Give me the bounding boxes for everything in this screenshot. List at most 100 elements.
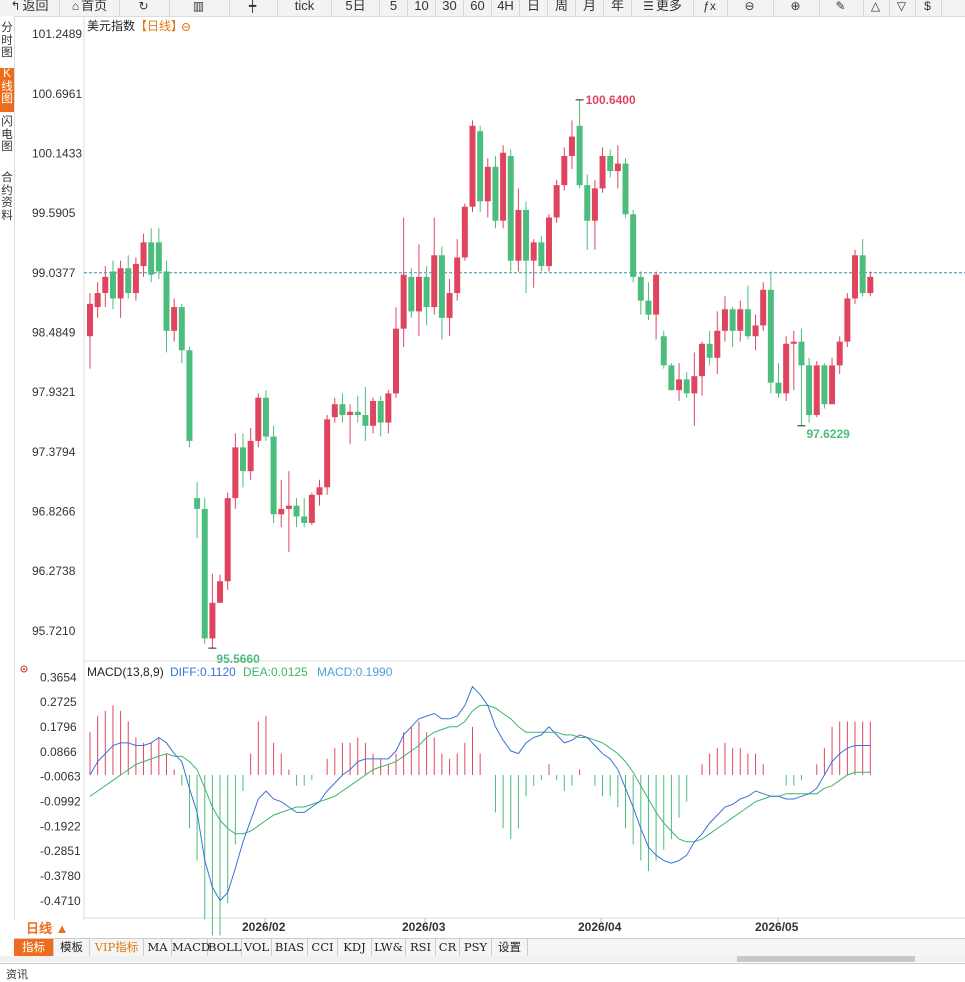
candle-body: [431, 255, 438, 308]
candle-body: [285, 505, 292, 509]
toolbar-period-12-button[interactable]: 日: [520, 0, 548, 16]
candle-body: [308, 494, 315, 523]
toolbar-function-button[interactable]: ƒx: [694, 0, 728, 16]
candle-body: [584, 185, 591, 221]
toolbar-label: 5: [389, 0, 398, 13]
indicator-tab-10[interactable]: LW&: [372, 939, 406, 956]
toolbar-menu-button[interactable]: ☰ 更多: [632, 0, 694, 16]
indicator-tab-6[interactable]: VOL: [242, 939, 272, 956]
toolbar-label: 首页: [81, 0, 108, 13]
y-tick-label: 99.5905: [32, 206, 76, 220]
candle-body: [316, 487, 323, 495]
candle-body: [385, 393, 392, 423]
indicator-tab-11[interactable]: RSI: [406, 939, 436, 956]
draw-pen-icon: ✎: [835, 0, 846, 13]
candle-body: [614, 163, 621, 172]
toolbar-refresh-button[interactable]: ↻: [120, 0, 170, 16]
y-tick-label: 97.9321: [32, 385, 76, 399]
indicator-tab-5[interactable]: BOLL: [208, 939, 242, 956]
toolbar-period-6-button[interactable]: 5日: [332, 0, 380, 16]
toolbar-zoom-in-button[interactable]: ⊕: [774, 0, 820, 16]
candle-body: [339, 404, 346, 416]
indicator-tab-7[interactable]: BIAS: [272, 939, 308, 956]
indicator-tab-4[interactable]: MACD: [172, 939, 211, 956]
scroll-thumb[interactable]: [737, 956, 915, 962]
sidebar-tab-2[interactable]: 闪电图: [1, 116, 13, 153]
candle-body: [293, 505, 300, 517]
macd-y-tick-label: -0.0992: [40, 794, 81, 808]
toolbar-draw-pen-button[interactable]: ✎: [820, 0, 864, 16]
toolbar-label: 月: [582, 0, 596, 13]
toolbar-period-8-button[interactable]: 10: [408, 0, 436, 16]
candle-body: [247, 440, 254, 472]
toolbar-label: tick: [294, 0, 315, 13]
toolbar-period-15-button[interactable]: 年: [604, 0, 632, 16]
toolbar-period-13-button[interactable]: 周: [548, 0, 576, 16]
zoom-out-icon: ⊖: [744, 0, 755, 13]
candle-body: [607, 155, 614, 172]
home-icon: ⌂: [71, 0, 80, 13]
candle-body: [132, 263, 139, 294]
candle-body: [576, 125, 583, 186]
macd-dea-label: DEA:0.0125: [243, 665, 308, 679]
toolbar-dollar-button[interactable]: $: [916, 0, 942, 16]
toolbar-label: 日: [526, 0, 540, 13]
indicator-tab-8[interactable]: CCI: [308, 939, 338, 956]
indicator-tab-3[interactable]: MA: [144, 939, 172, 956]
macd-y-tick-label: 0.2725: [40, 695, 77, 709]
candle-body: [706, 343, 713, 358]
macd-y-tick-label: -0.3780: [40, 869, 81, 883]
horizontal-scrollbar[interactable]: [0, 956, 965, 962]
toolbar-home-button[interactable]: ⌂ 首页: [60, 0, 120, 16]
macd-y-tick-label: -0.0063: [40, 770, 81, 784]
toolbar-bar-chart-button[interactable]: ▥: [170, 0, 230, 16]
candle-body: [102, 276, 109, 294]
indicator-tab-14[interactable]: 设置: [492, 939, 528, 956]
candle-body: [783, 343, 790, 394]
sidebar-tab-0[interactable]: 分时图: [1, 22, 13, 59]
indicator-tab-12[interactable]: CR: [436, 939, 460, 956]
macd-diff-line: [89, 685, 871, 902]
toolbar-label: 返回: [22, 0, 49, 13]
toolbar-period-9-button[interactable]: 30: [436, 0, 464, 16]
candle-body: [760, 289, 767, 326]
toolbar-period-5-button[interactable]: tick: [278, 0, 332, 16]
toolbar-period-10-button[interactable]: 60: [464, 0, 492, 16]
toolbar-period-14-button[interactable]: 月: [576, 0, 604, 16]
footer-news-link[interactable]: 资讯: [6, 969, 28, 981]
candle-body: [790, 341, 797, 344]
indicator-tab-9[interactable]: KDJ: [338, 939, 372, 956]
candle-body: [729, 309, 736, 331]
y-tick-label: 95.7210: [32, 624, 76, 638]
period-selector[interactable]: 日线 ▲: [14, 920, 96, 937]
sidebar-tab-1[interactable]: K线图: [0, 68, 14, 112]
candle-body: [240, 447, 246, 472]
candle-body: [561, 155, 568, 186]
sidebar-tab-3[interactable]: 合约资料: [1, 172, 13, 222]
collapse-icon: [182, 23, 190, 31]
candle-body: [446, 293, 453, 318]
indicator-tab-1[interactable]: 模板: [54, 939, 90, 956]
indicator-tab-13[interactable]: PSY: [460, 939, 492, 956]
indicator-tab-0[interactable]: 指标: [14, 939, 54, 956]
triangle-up-icon: △: [870, 0, 881, 13]
candle-body: [186, 350, 193, 441]
toolbar-triangle-down-button[interactable]: ▽: [890, 0, 916, 16]
toolbar-triangle-up-button[interactable]: △: [864, 0, 890, 16]
indicator-tab-2[interactable]: VIP指标: [90, 939, 144, 956]
toolbar-label: 10: [414, 0, 429, 13]
candle-body: [477, 131, 484, 202]
toolbar-candlestick-button[interactable]: ┿: [230, 0, 278, 16]
toolbar-period-11-button[interactable]: 4H: [492, 0, 520, 16]
candle-body: [500, 152, 507, 221]
candle-body: [400, 274, 407, 329]
candle-body: [454, 257, 461, 294]
x-tick-label: 2026/05: [755, 920, 799, 934]
candle-body: [676, 379, 683, 391]
candle-body: [829, 365, 836, 405]
toolbar-back-arrow-button[interactable]: ↰ 返回: [0, 0, 60, 16]
toolbar-zoom-out-button[interactable]: ⊖: [728, 0, 774, 16]
toolbar-period-7-button[interactable]: 5: [380, 0, 408, 16]
y-tick-label: 96.8266: [32, 504, 76, 518]
candle-body: [155, 242, 162, 272]
